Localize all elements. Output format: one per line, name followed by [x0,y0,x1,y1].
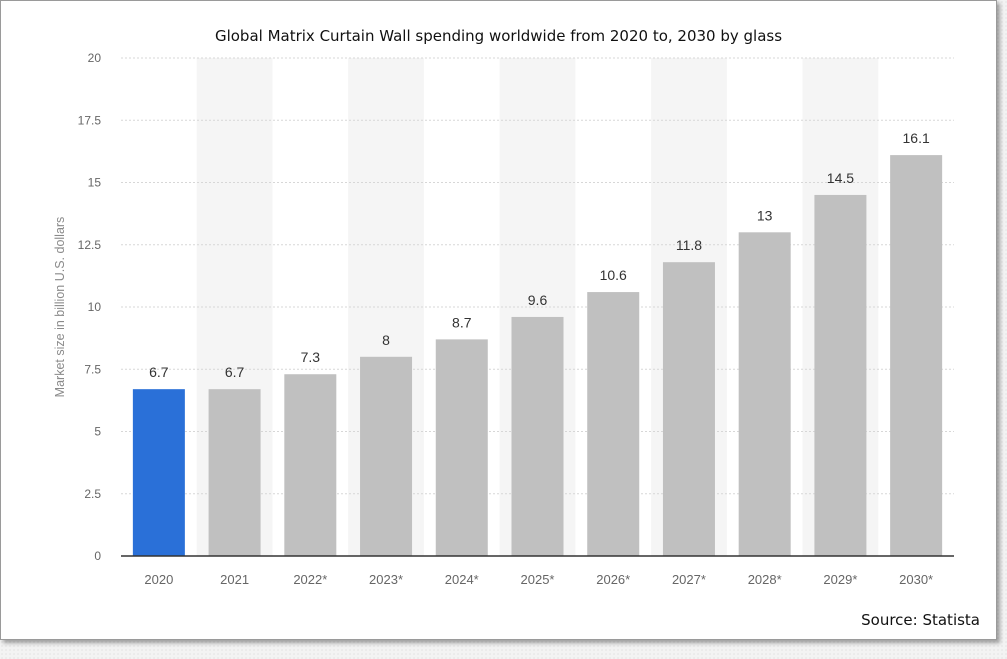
x-tick-label: 2030* [899,572,933,587]
x-tick-label: 2028* [748,572,782,587]
bar [284,374,337,556]
bar-value-label: 8 [382,332,390,348]
y-tick-label: 12.5 [78,238,102,252]
x-tick-label: 2027* [672,572,706,587]
bar [208,389,261,556]
y-tick-label: 20 [88,51,102,65]
y-tick-label: 7.5 [84,362,101,376]
bar [511,316,564,556]
bar [890,155,943,557]
bar-value-label: 11.8 [676,237,702,253]
x-tick-label: 2021 [220,572,249,587]
x-tick-label: 2022* [293,572,327,587]
bar [814,194,867,556]
bar [662,262,715,556]
x-tick-label: 2029* [823,572,857,587]
bar-value-label: 14.5 [827,170,854,186]
bar-value-label: 6.7 [149,364,169,380]
bar-value-label: 9.6 [528,292,548,308]
chart-frame: Global Matrix Curtain Wall spending worl… [0,0,997,640]
bar [132,389,185,556]
chart-title: Global Matrix Curtain Wall spending worl… [214,27,783,45]
bar-value-label: 6.7 [225,364,245,380]
y-tick-label: 2.5 [84,487,101,501]
bar-value-label: 7.3 [301,349,321,365]
bar-value-label: 8.7 [452,314,472,330]
x-tick-label: 2020 [144,572,173,587]
x-tick-label: 2025* [521,572,555,587]
y-tick-label: 17.5 [78,113,102,127]
bar [587,292,640,556]
y-tick-label: 0 [94,549,101,563]
y-tick-label: 15 [88,176,102,190]
bar [738,232,791,557]
bar [360,356,413,556]
bar-value-label: 16.1 [903,130,930,146]
x-tick-label: 2026* [596,572,630,587]
y-tick-label: 5 [94,425,101,439]
source-label: Source: Statista [861,611,980,629]
x-tick-label: 2023* [369,572,403,587]
y-axis-title: Market size in billion U.S. dollars [53,217,67,398]
bar-chart: 0 2.5 5 7.5 10 12.5 15 17.5 20 6.7 2020 6.7 2021 7.3 2… [53,51,954,587]
bar-value-label: 13 [757,207,773,223]
bar-value-label: 10.6 [600,267,627,283]
y-tick-label: 10 [88,300,102,314]
bar [435,339,488,556]
x-tick-label: 2024* [445,572,479,587]
